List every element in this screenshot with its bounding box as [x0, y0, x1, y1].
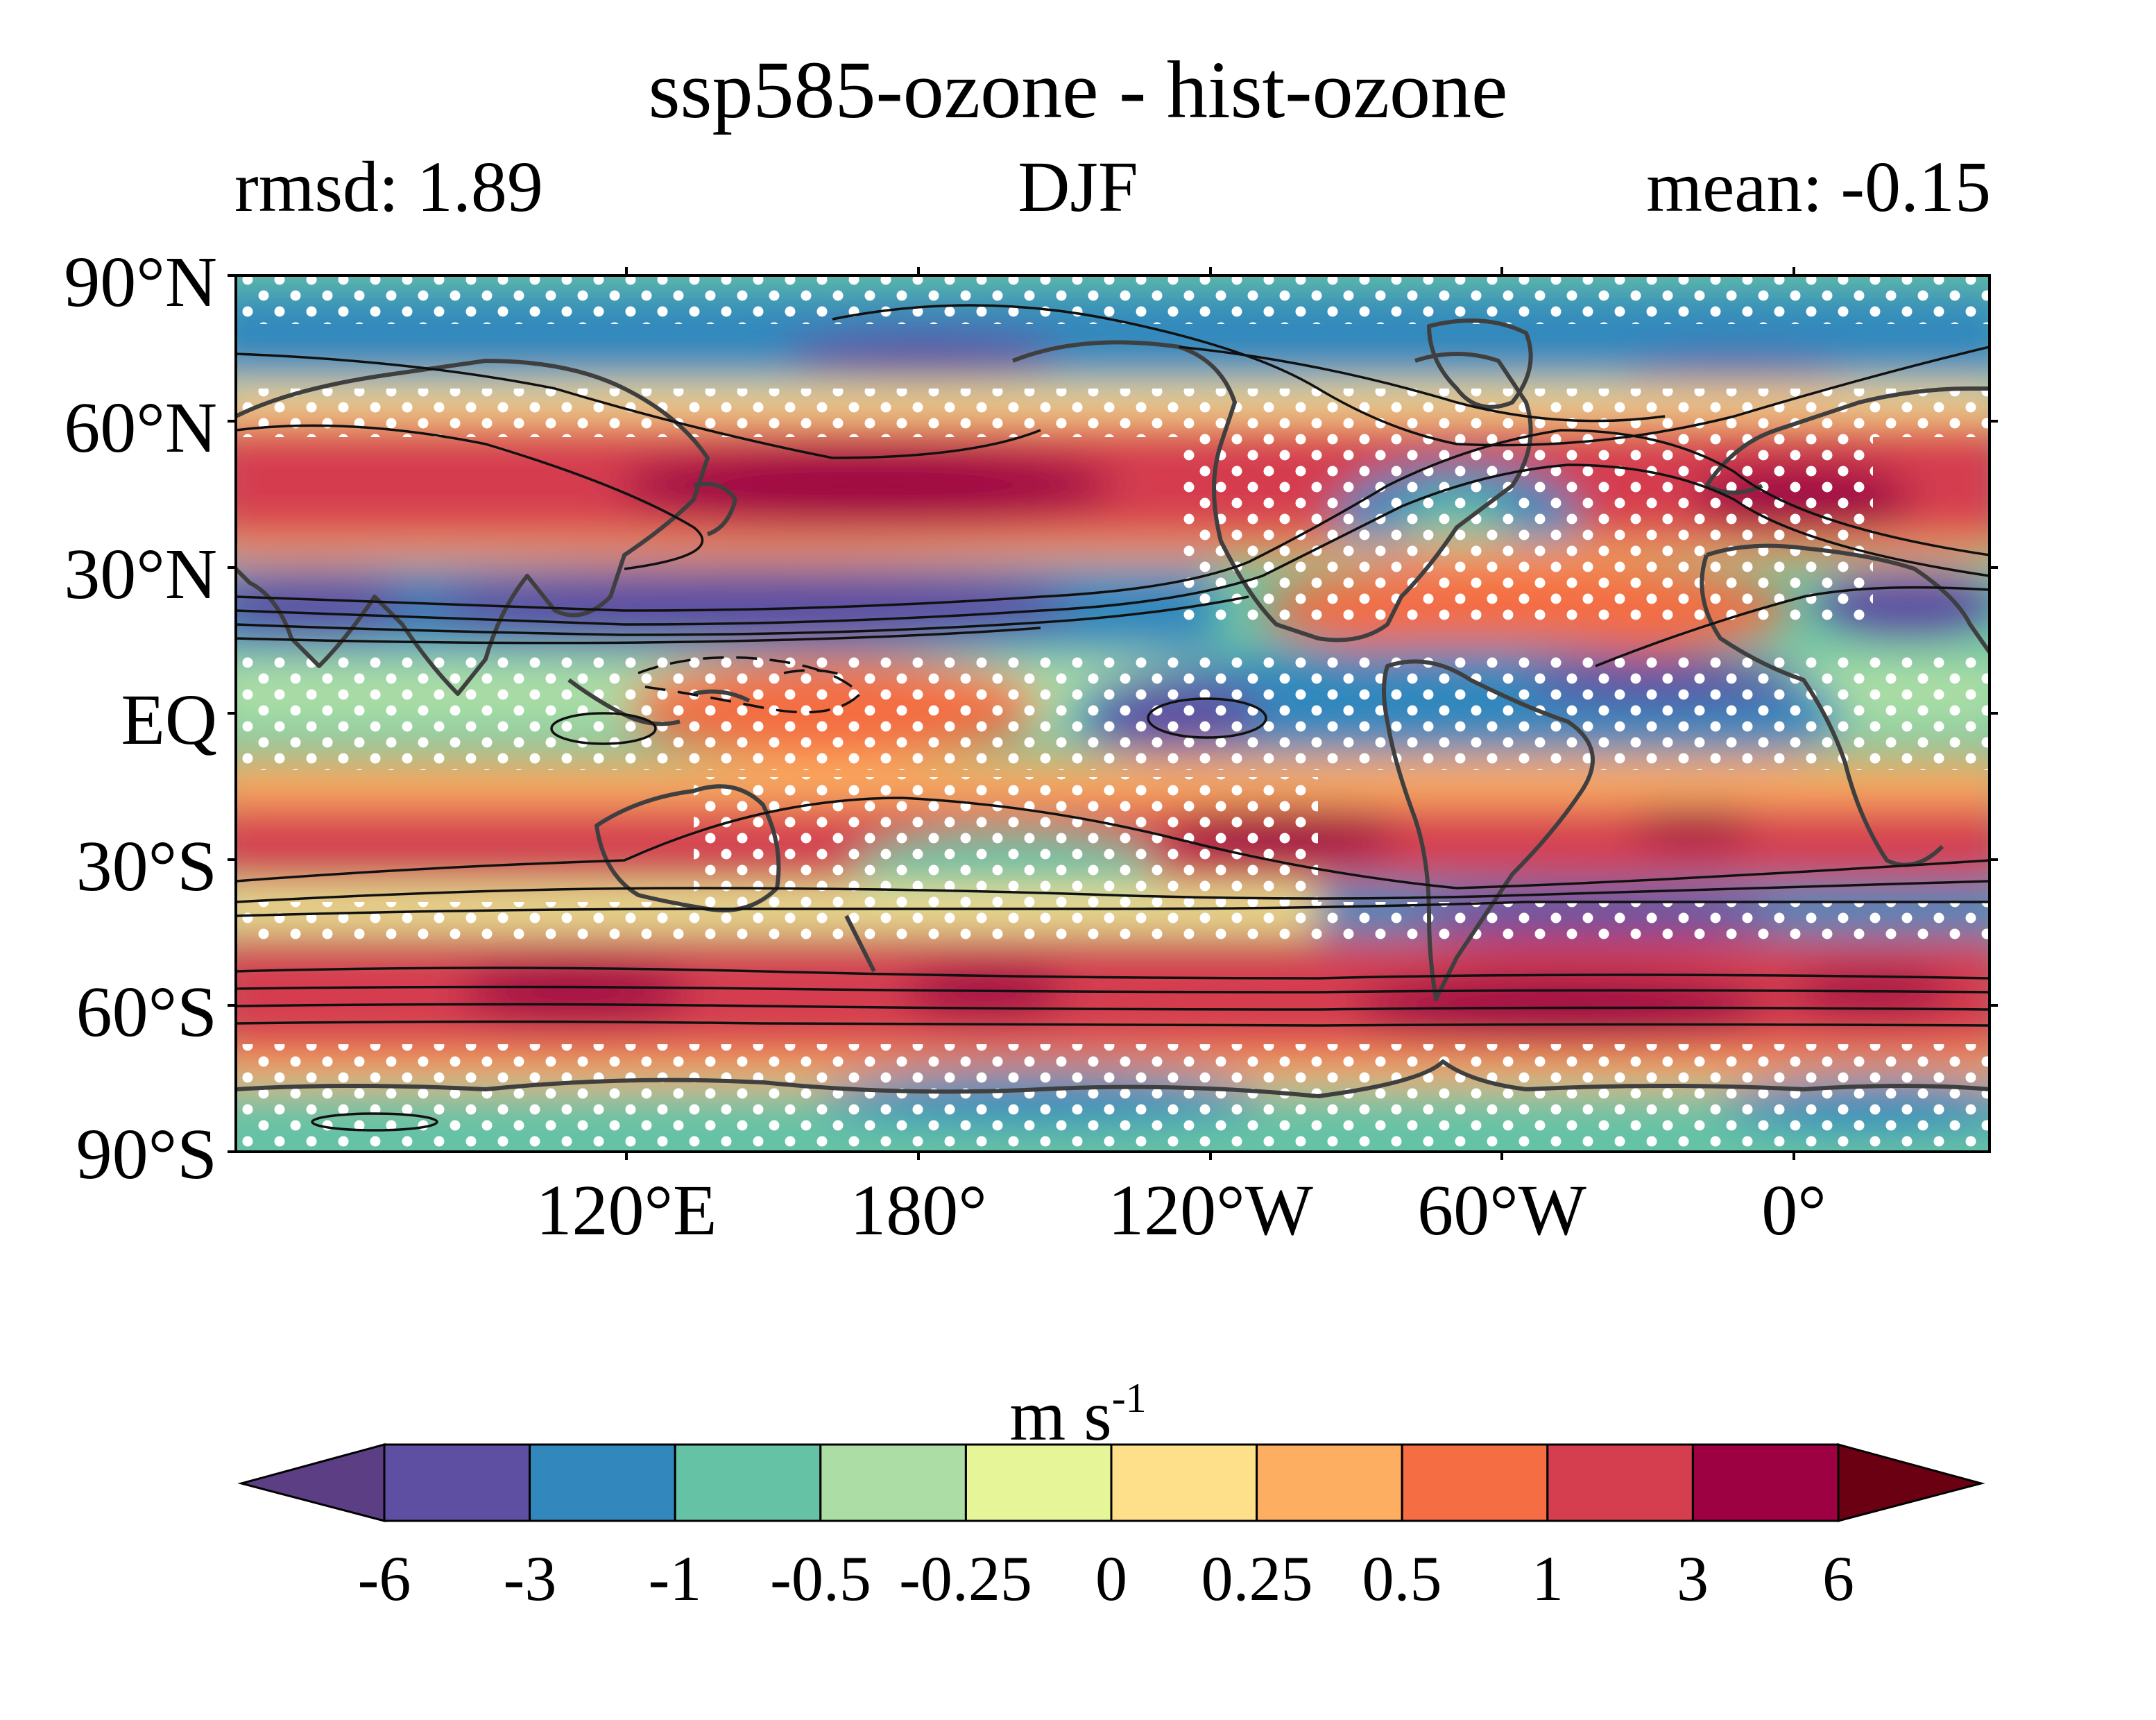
fill-so-darkred-3: [1353, 975, 1769, 1037]
mean-label: mean: -0.15: [1646, 147, 1991, 227]
stipple-arctic: [236, 275, 1990, 324]
stipple-60n: [236, 389, 1990, 437]
colorbar-bin: [964, 1443, 1113, 1522]
contour-nh-jet-1: [236, 429, 1990, 612]
contour-nh-jet-4: [236, 627, 1041, 645]
lat-label-60n: 60°N: [64, 388, 217, 468]
fill-subtrop-purple: [423, 562, 1075, 645]
contour-nh-jet-3: [236, 586, 1990, 667]
colorbar-tick-label: 0: [1095, 1543, 1127, 1614]
lat-label-90n: 90°N: [64, 242, 217, 322]
coast-north-america: [1011, 340, 1533, 642]
contour-negative-dashed: [638, 656, 862, 714]
lon-ticks: [625, 267, 1795, 1160]
contour-sh-jet-3: [236, 901, 1990, 917]
coast-south-america: [1382, 659, 1595, 1001]
lat-label-60s: 60°S: [76, 972, 217, 1052]
colorbar-tick-label: 0.25: [1201, 1543, 1313, 1614]
stipple-atlantic: [1179, 437, 1873, 624]
colorbar-tick-label: -0.25: [899, 1543, 1032, 1614]
colorbar-bin: [819, 1443, 967, 1522]
contour-so-jet-4: [236, 1020, 1990, 1027]
plot-title: ssp585-ozone - hist-ozone: [648, 44, 1508, 135]
contour-antarctic-loop: [311, 1112, 438, 1132]
coast-africa: [1700, 543, 1990, 867]
coast-japan: [693, 482, 737, 536]
coast-new-zealand: [844, 914, 876, 973]
significance-stippling: [236, 275, 1990, 1152]
contour-sh-jet-1: [236, 797, 1990, 889]
colorbar-bin: [1401, 1443, 1549, 1522]
climatology-contours: [236, 304, 1990, 1132]
colorbar-bins: [383, 1443, 1840, 1522]
lat-label-90s: 90°S: [76, 1114, 217, 1194]
contour-nh-highlat: [236, 304, 1990, 570]
colorbar-bin: [1691, 1443, 1840, 1522]
fill-arctic-purple: [784, 333, 1061, 382]
colorbar-tick-label: 0.5: [1362, 1543, 1442, 1614]
lon-label-60w: 60°W: [1417, 1170, 1586, 1250]
colorbar-bin: [383, 1443, 531, 1522]
stipple-south-pacific: [694, 777, 1318, 902]
stipple-tropics: [236, 652, 1990, 770]
contour-nh-jet-2: [236, 463, 1990, 626]
lon-label-120w: 120°W: [1108, 1170, 1313, 1250]
lat-ticks: [228, 274, 1998, 1153]
coast-greenland: [1427, 318, 1533, 409]
colorbar-bin: [529, 1443, 676, 1522]
fill-so-darkred-2: [902, 968, 1068, 1016]
colorbar-units-exponent: -1: [1111, 1375, 1147, 1421]
lat-label-30s: 30°S: [76, 826, 217, 906]
lat-label-30n: 30°N: [64, 534, 217, 614]
colorbar-tick-label: 3: [1677, 1543, 1709, 1614]
coast-antarctica: [236, 1059, 1990, 1098]
fill-so-darkred: [458, 964, 694, 1020]
colorbar-tick-label: -1: [648, 1543, 702, 1614]
fill-subtrop-purple-2: [236, 572, 416, 635]
map-plot-area: [236, 275, 1990, 1152]
contour-so-jet-3: [236, 1003, 1990, 1011]
colorbar-over-triangle: [1837, 1443, 1985, 1522]
contour-sh-jet-2: [236, 880, 1990, 903]
lat-label-eq: EQ: [121, 680, 217, 760]
colorbar-tick-label: -3: [503, 1543, 557, 1614]
colorbar-tick-label: -0.5: [770, 1543, 871, 1614]
colorbar-tick-label: -6: [357, 1543, 411, 1614]
colorbar-tick-label: 1: [1532, 1543, 1564, 1614]
lon-label-0: 0°: [1761, 1170, 1826, 1250]
contour-east-pacific-loop: [1147, 697, 1267, 739]
contour-negative-dashed-2: [783, 669, 847, 678]
colorbar-units: m s-1: [0, 1356, 2156, 1458]
rmsd-label: rmsd: 1.89: [234, 147, 543, 227]
lon-label-180: 180°: [850, 1170, 987, 1250]
colorbar-tick-label: 6: [1822, 1543, 1854, 1614]
stipple-antarctic: [236, 1044, 1990, 1152]
lon-label-120e: 120°E: [536, 1170, 717, 1250]
contour-so-jet-1: [236, 967, 1990, 980]
contour-so-jet-2: [236, 985, 1990, 994]
contour-indian-loop: [550, 712, 657, 745]
colorbar: [237, 1443, 1985, 1522]
colorbar-units-main: m s: [1009, 1376, 1112, 1456]
fill-nh-darkred: [617, 448, 1117, 524]
colorbar-bin: [1110, 1443, 1258, 1522]
contour-nh-highlat-2: [236, 346, 1666, 459]
fill-sh-darkred-2: [1630, 805, 1755, 846]
season-label: DJF: [1018, 147, 1138, 227]
